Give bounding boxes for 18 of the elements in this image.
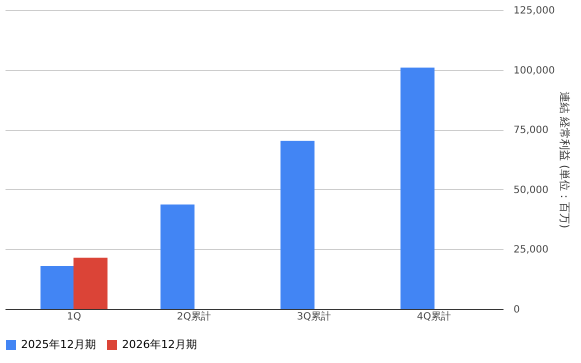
x-tick-label: 4Q累計 [416, 310, 452, 322]
x-tick-label: 3Q累計 [296, 310, 332, 322]
y-axis-title: 連結 経常利益 (単位：百万) [558, 92, 571, 228]
bar [280, 140, 314, 309]
y-tick-label: 100,000 [514, 65, 555, 76]
y-tick-label: 75,000 [514, 125, 548, 136]
y-tick-label: 0 [514, 304, 520, 316]
bar [40, 266, 74, 309]
bar [74, 258, 108, 309]
y-tick-label: 125,000 [514, 6, 555, 16]
y-tick-label: 50,000 [514, 184, 548, 196]
bar [400, 68, 434, 309]
legend-label: 2026年12月期 [122, 338, 197, 351]
x-tick-label: 1Q [66, 312, 82, 322]
y-tick-label: 25,000 [514, 244, 548, 256]
bar [160, 204, 194, 309]
legend-label: 2025年12月期 [21, 338, 96, 351]
x-tick-label: 2Q累計 [176, 310, 212, 322]
